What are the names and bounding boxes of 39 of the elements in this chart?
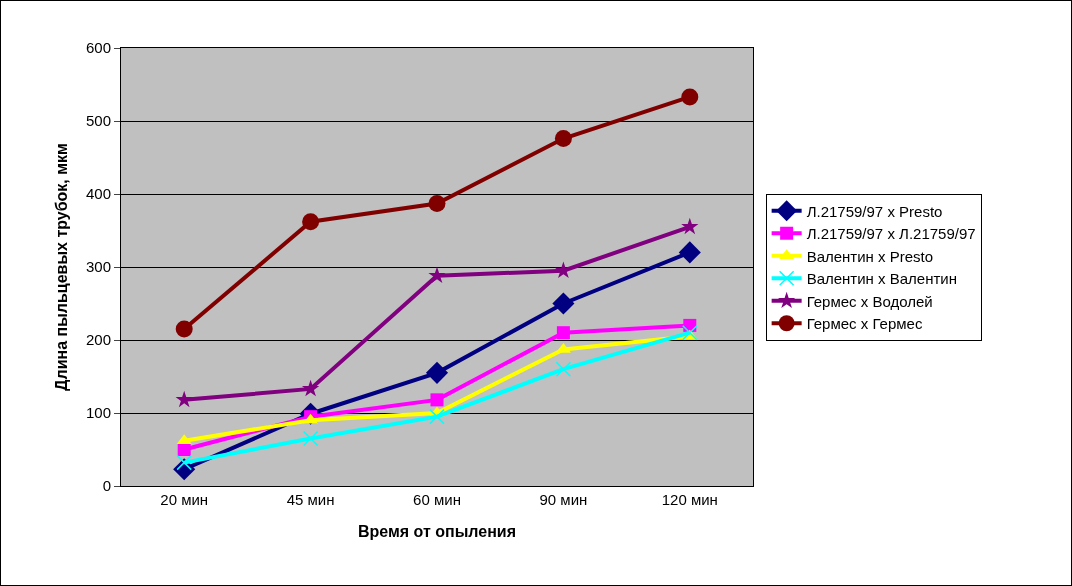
point [681, 88, 699, 106]
y-tick-label: 400 [85, 185, 111, 203]
legend-label: Гермес x Гермес [806, 315, 923, 333]
point [678, 241, 701, 264]
point [682, 324, 698, 341]
legend-label: Л.21759/97 x Л.21759/97 [806, 225, 976, 243]
point [428, 266, 446, 284]
point [430, 393, 444, 407]
point [556, 326, 570, 340]
x-tick-label: 90 мин [539, 491, 588, 508]
point [554, 130, 572, 148]
point [177, 443, 191, 456]
point [429, 408, 445, 425]
y-tick-label: 200 [85, 331, 111, 349]
y-tick-label: 0 [102, 477, 111, 495]
point [681, 217, 699, 235]
x-tick-label: 120 мин [661, 491, 718, 508]
y-tick-label: 600 [85, 39, 111, 57]
y-tick-label: 500 [85, 112, 111, 130]
y-tick-label: 100 [85, 404, 111, 422]
point [302, 213, 320, 231]
x-tick-label: 45 мин [286, 491, 335, 508]
x-tick-label: 20 мин [160, 491, 209, 508]
point [302, 430, 319, 447]
y-axis-title: Длина пыльцевых трубок, мкм [52, 143, 70, 391]
point [175, 320, 193, 338]
legend-label: Л.21759/97 x Presto [806, 202, 943, 220]
point [425, 361, 449, 384]
point [428, 194, 446, 212]
point [175, 390, 193, 408]
legend-label: Валентин x Валентин [806, 270, 957, 288]
x-tick-label: 60 мин [413, 491, 461, 508]
point [555, 361, 572, 377]
legend-label: Валентин x Presto [806, 247, 934, 265]
point [552, 292, 575, 315]
y-tick-label: 300 [85, 258, 111, 276]
x-axis-title: Время от опыления [357, 522, 517, 540]
point [301, 379, 320, 397]
legend-label: Гермес x Водолей [806, 292, 933, 310]
